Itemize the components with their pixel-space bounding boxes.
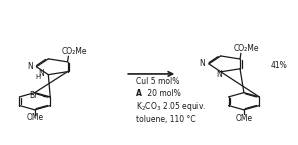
Text: CuI 5 mol%: CuI 5 mol% (136, 77, 179, 86)
Text: A: A (136, 89, 142, 98)
Text: toluene, 110 °C: toluene, 110 °C (136, 115, 195, 124)
Text: OMe: OMe (235, 114, 252, 123)
Text: H: H (35, 74, 41, 80)
Text: CO₂Me: CO₂Me (234, 44, 260, 54)
Text: CO₂Me: CO₂Me (62, 47, 87, 56)
Text: K$_2$CO$_3$ 2.05 equiv.: K$_2$CO$_3$ 2.05 equiv. (136, 100, 206, 113)
Text: 41%: 41% (270, 61, 287, 70)
Text: Br: Br (29, 91, 38, 100)
Text: N: N (200, 59, 205, 68)
Text: N: N (38, 69, 44, 78)
Text: N: N (27, 61, 33, 70)
Text: OMe: OMe (26, 113, 44, 122)
Text: 20 mol%: 20 mol% (145, 89, 181, 98)
Text: N: N (216, 70, 222, 79)
